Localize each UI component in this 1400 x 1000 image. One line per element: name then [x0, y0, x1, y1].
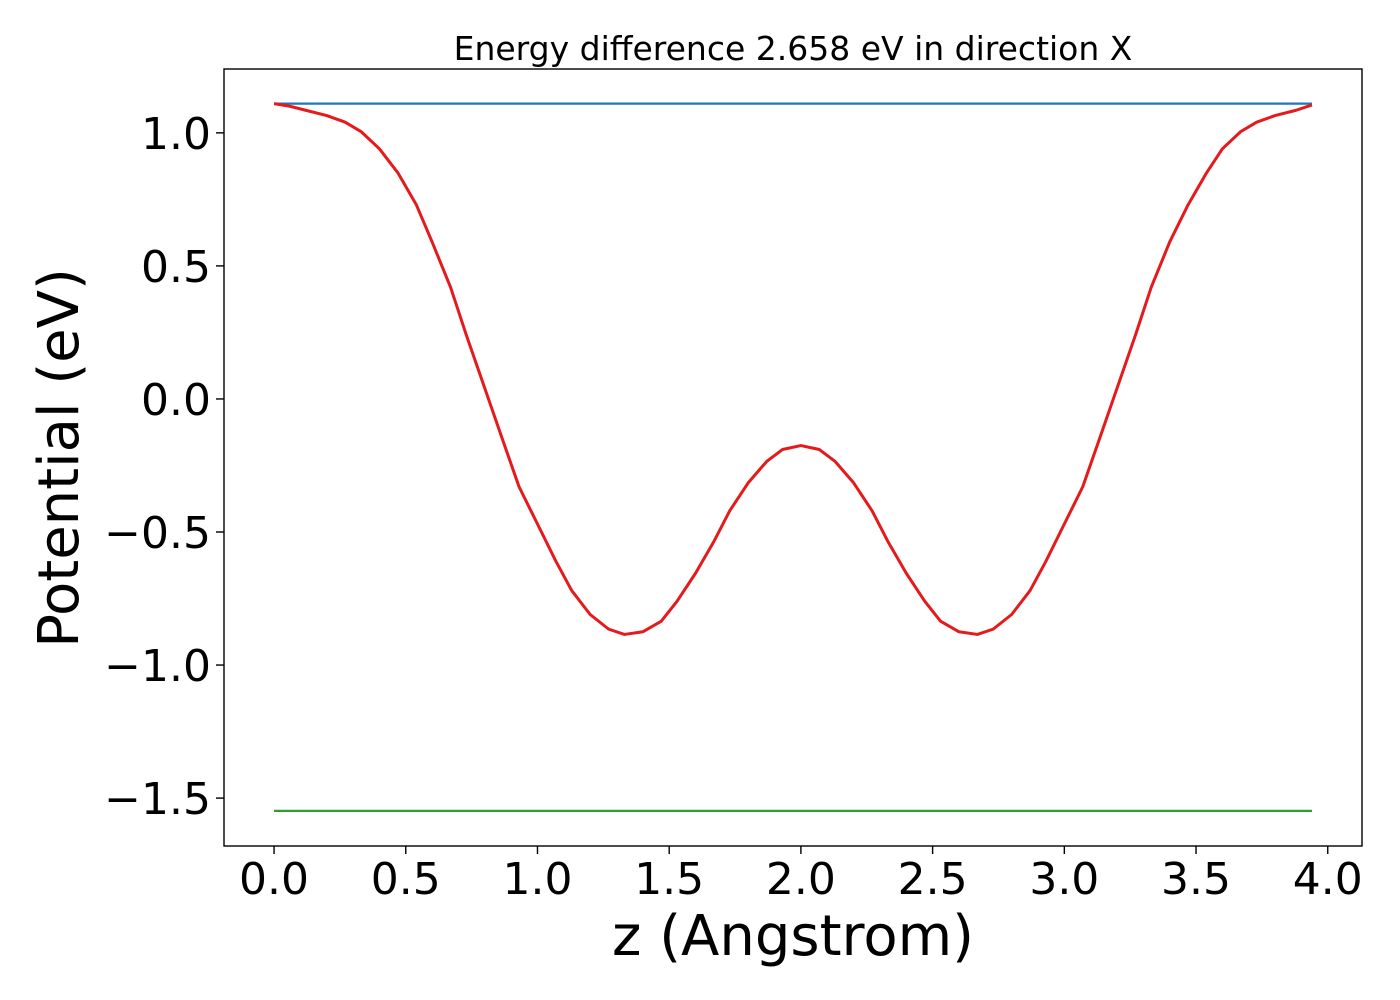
x-axis-label: z (Angstrom) [612, 904, 974, 969]
x-tick-label: 2.5 [898, 854, 968, 905]
chart-title: Energy difference 2.658 eV in direction … [454, 29, 1133, 68]
x-tick-label: 0.0 [239, 854, 309, 905]
y-axis-label: Potential (eV) [27, 268, 92, 648]
x-tick-label: 2.0 [766, 854, 836, 905]
x-tick-label: 1.0 [502, 854, 572, 905]
y-tick-label: −1.5 [104, 774, 211, 825]
x-tick-label: 4.0 [1293, 854, 1363, 905]
x-tick-label: 1.5 [634, 854, 704, 905]
x-tick-label: 3.5 [1161, 854, 1231, 905]
y-tick-label: 0.0 [141, 375, 211, 426]
y-axis: 1.0 0.5 0.0 −0.5 −1.0 −1.5 [104, 109, 224, 825]
y-tick-label: 0.5 [141, 242, 211, 293]
plot-frame [223, 68, 1363, 847]
series-line-potential [273, 102, 1313, 636]
x-tick-label: 0.5 [371, 854, 441, 905]
y-tick-label: −0.5 [104, 508, 211, 559]
plot-content [273, 102, 1313, 812]
y-tick-label: 1.0 [141, 109, 211, 160]
x-tick-label: 3.0 [1029, 854, 1099, 905]
y-tick-label: −1.0 [104, 641, 211, 692]
x-axis: 0.0 0.5 1.0 1.5 2.0 2.5 3.0 3.5 4.0 [239, 846, 1363, 905]
